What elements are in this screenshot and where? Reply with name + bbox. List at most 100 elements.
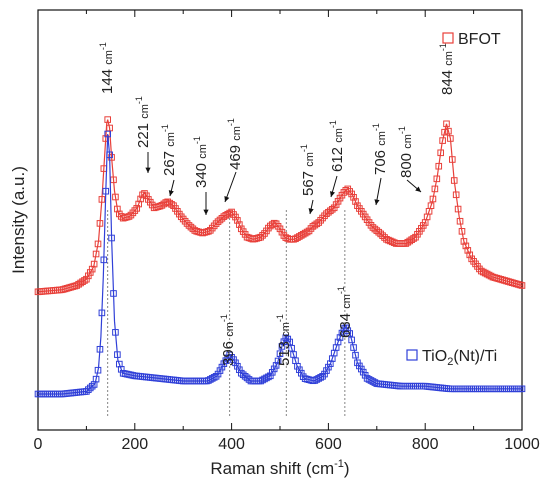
data-point xyxy=(290,351,297,358)
x-axis-title: Raman shift (cm-1) xyxy=(210,458,349,478)
data-point xyxy=(85,386,92,393)
peak-label-513: 513 cm-1 xyxy=(275,314,293,366)
data-point xyxy=(328,205,336,213)
annotation-exponent: -1 xyxy=(438,43,448,51)
data-point xyxy=(104,116,111,123)
data-point xyxy=(514,281,522,288)
data-point xyxy=(86,269,94,276)
data-point xyxy=(123,213,131,221)
legend-layer: BFOT TiO2(Nt)/Ti xyxy=(406,31,501,368)
data-point xyxy=(319,214,326,222)
series-tio2 xyxy=(34,130,526,398)
data-point xyxy=(185,222,193,229)
data-point xyxy=(410,235,417,242)
peak-arrow-head xyxy=(308,208,314,214)
data-point xyxy=(433,175,441,183)
data-point xyxy=(313,220,321,228)
data-point xyxy=(352,351,359,359)
peak-arrow-head xyxy=(168,190,174,196)
series-bfot xyxy=(34,116,526,296)
data-point xyxy=(342,187,350,194)
data-point xyxy=(179,215,187,223)
data-point xyxy=(88,382,96,390)
data-point xyxy=(315,219,323,226)
data-point xyxy=(450,177,458,184)
peak-label-340: 340 cm-1 xyxy=(192,136,210,188)
data-point xyxy=(207,227,214,234)
annotation-unit: cm xyxy=(139,104,151,119)
series-line xyxy=(37,119,523,293)
annotation-value: 267 xyxy=(161,147,178,176)
data-point xyxy=(321,212,328,220)
x-tick-label: 1000 xyxy=(504,436,540,453)
data-point xyxy=(131,207,139,214)
data-point xyxy=(222,212,230,219)
data-point xyxy=(315,375,323,382)
annotation-value: 340 xyxy=(193,159,210,188)
data-point xyxy=(427,202,435,209)
data-point xyxy=(297,232,305,239)
annotation-value: 706 xyxy=(372,146,389,175)
annotation-exponent: -1 xyxy=(299,144,309,152)
data-point xyxy=(168,201,175,208)
peak-arrow-head xyxy=(329,191,335,197)
data-point xyxy=(327,360,334,367)
data-point xyxy=(518,282,526,289)
annotation-unit: cm xyxy=(376,131,388,146)
peak-label-396: 396 cm-1 xyxy=(219,314,237,366)
annotation-value: 634 xyxy=(337,309,354,338)
data-point xyxy=(139,191,146,199)
x-tick-label: 200 xyxy=(121,436,148,453)
data-point xyxy=(232,213,239,221)
data-point xyxy=(350,344,357,351)
data-point xyxy=(379,232,386,239)
annotation-unit: cm xyxy=(197,144,209,159)
data-point xyxy=(236,221,243,228)
data-point xyxy=(96,345,104,353)
annotation-value: 144 xyxy=(99,65,116,94)
peak-arrow-head xyxy=(415,186,421,192)
data-point xyxy=(88,265,96,273)
data-point xyxy=(92,375,100,383)
data-point xyxy=(100,256,108,264)
y-axis-title: Intensity (a.u.) xyxy=(9,166,28,274)
series-layer xyxy=(34,116,526,398)
peak-label-844: 844 cm-1 xyxy=(438,43,456,95)
data-point xyxy=(83,275,90,283)
peak-label-221: 221 cm-1 xyxy=(134,96,152,148)
data-point xyxy=(214,370,222,378)
data-point xyxy=(516,281,524,289)
data-point xyxy=(218,363,226,371)
data-point xyxy=(98,196,106,203)
data-point xyxy=(301,229,309,237)
data-point xyxy=(106,151,113,159)
annotation-exponent: -1 xyxy=(226,118,236,126)
x-tick-label: 600 xyxy=(315,436,342,453)
data-point xyxy=(177,213,185,221)
data-point xyxy=(125,213,133,220)
x-axis-title-end: ) xyxy=(344,459,350,478)
guide-lines-layer xyxy=(107,210,346,418)
data-point xyxy=(431,185,439,193)
data-point xyxy=(282,334,290,342)
peak-arrow-head xyxy=(203,209,209,215)
data-point xyxy=(183,220,191,227)
data-point xyxy=(307,225,315,232)
annotation-unit: cm xyxy=(103,50,115,65)
annotation-unit: cm xyxy=(165,132,177,147)
data-point xyxy=(135,200,142,208)
data-point xyxy=(454,205,462,213)
annotation-exponent: -1 xyxy=(328,120,338,128)
annotation-value: 396 xyxy=(220,337,237,366)
data-point xyxy=(297,369,305,377)
peak-arrow-head xyxy=(145,167,151,173)
peak-label-634: 634 cm-1 xyxy=(336,286,354,338)
data-point xyxy=(265,224,272,232)
peak-arrow-head xyxy=(374,199,380,205)
data-point xyxy=(321,370,328,378)
data-point xyxy=(81,277,88,284)
data-point xyxy=(94,240,102,248)
data-point xyxy=(212,220,220,227)
annotation-unit: cm xyxy=(333,128,345,143)
